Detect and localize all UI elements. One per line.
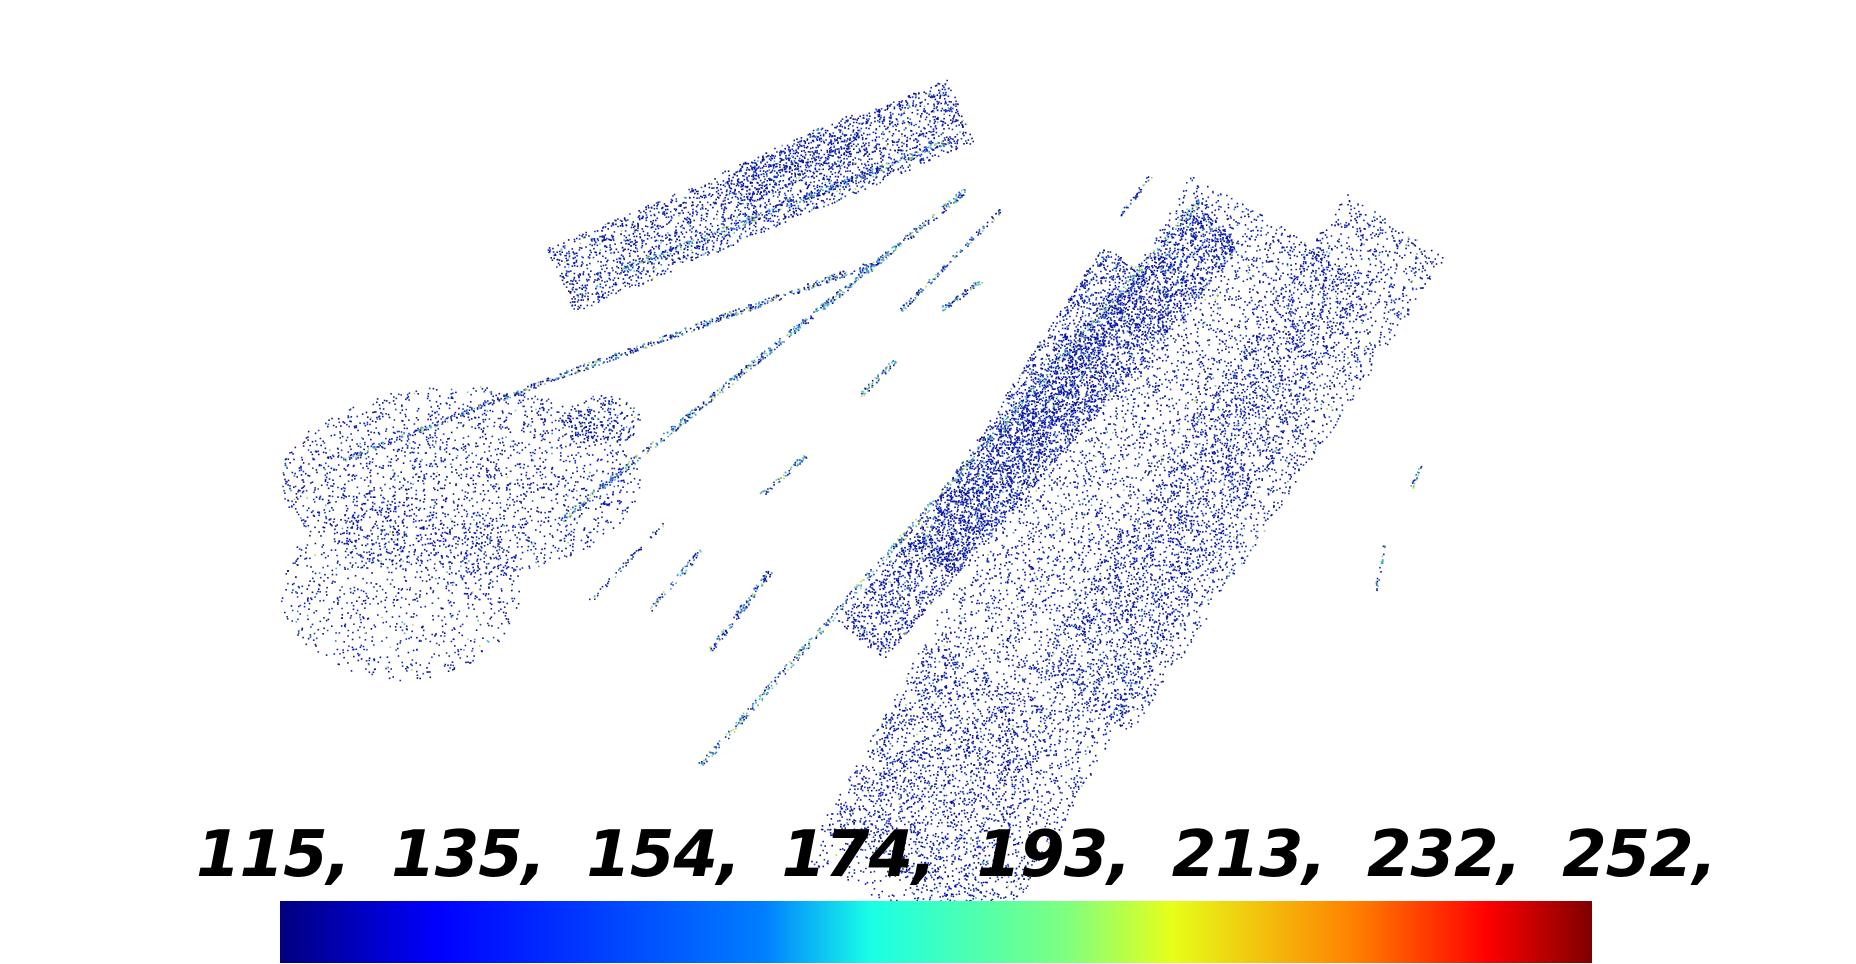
point-cluster <box>306 105 1418 892</box>
colorbar-tick-label: 193, <box>976 818 1132 892</box>
colorbar-gradient <box>280 901 1592 963</box>
colorbar-tick-label: 213, <box>1171 818 1327 892</box>
point-cluster <box>300 108 1408 899</box>
colorbar-tick-label: 252, <box>1562 818 1717 892</box>
point-cluster <box>283 79 1443 931</box>
colorbar-tick-label: 174, <box>781 818 936 892</box>
point-cluster <box>285 94 1420 887</box>
colorbar-tick-label: 115, <box>196 818 351 892</box>
colorbar-tick-labels: 115, 135, 154, 174, 193, 213, 232, 252, <box>196 815 1717 895</box>
point-cluster <box>284 92 1439 928</box>
colorbar-tick-label: 232, <box>1366 818 1522 892</box>
points-layer <box>280 79 1444 935</box>
colorbar-tick-label: 154, <box>586 818 741 892</box>
point-cluster <box>293 93 1420 912</box>
colorbar-tick-label: 135, <box>391 818 546 892</box>
point-cluster <box>282 86 1437 925</box>
